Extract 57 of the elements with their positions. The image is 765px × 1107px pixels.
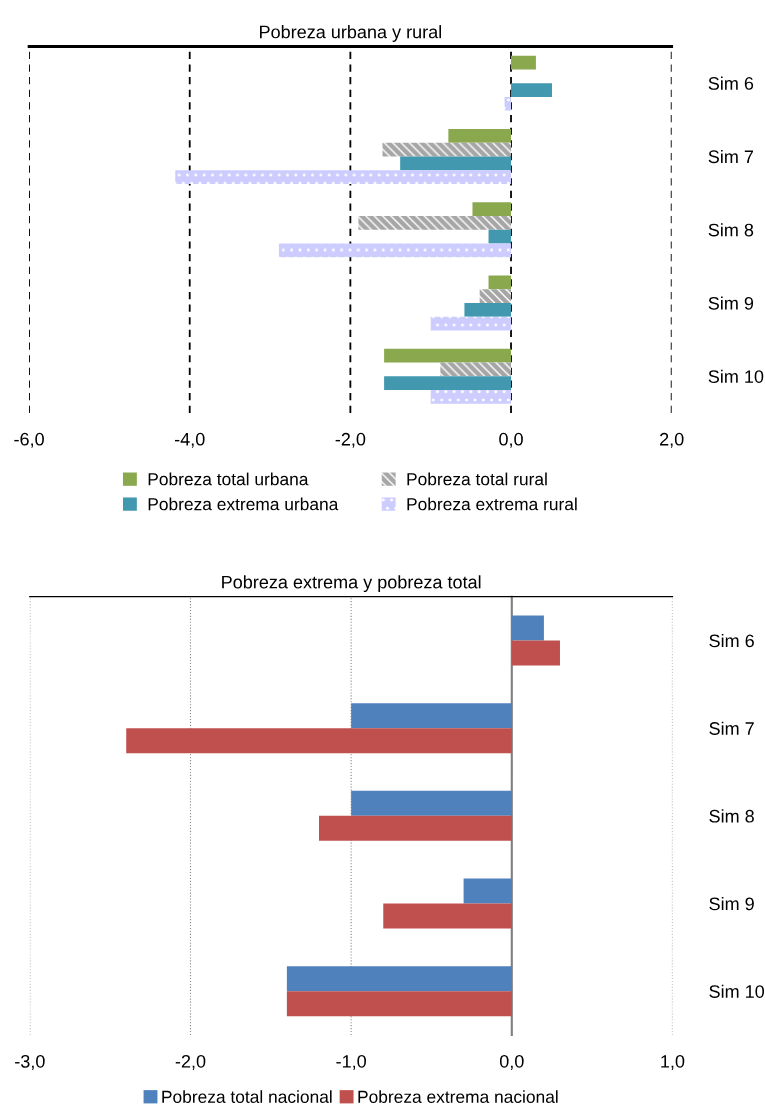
bar: [504, 96, 512, 111]
y-tick-label: Sim 7: [709, 721, 754, 735]
bar: [464, 302, 512, 317]
bar: [351, 703, 512, 729]
legend-label: Pobreza extrema rural: [407, 497, 577, 511]
y-tick-label: Sim 6: [709, 633, 754, 648]
bar: [511, 55, 536, 70]
x-tick-label: 0,0: [499, 432, 523, 448]
bar: [511, 83, 552, 97]
bar: [400, 156, 512, 171]
chart-title: Pobreza extrema y pobreza total: [222, 575, 481, 593]
x-tick-label: -3,0: [15, 1054, 45, 1070]
x-tick-label: -1,0: [336, 1054, 366, 1070]
legend-label: Pobreza extrema nacional: [358, 1090, 558, 1103]
x-tick-label: -4,0: [174, 432, 205, 448]
bar: [488, 229, 512, 244]
bar: [319, 815, 512, 841]
x-tick-label: -2,0: [175, 1054, 206, 1070]
bar: [463, 878, 512, 904]
bar: [286, 991, 512, 1017]
legend-label: Pobreza total urbana: [148, 472, 309, 486]
legend-label: Pobreza total nacional: [162, 1090, 332, 1103]
bar: [126, 728, 512, 754]
bar: [440, 362, 512, 377]
bar: [278, 243, 512, 258]
bar: [384, 376, 512, 391]
legend-label: Pobreza total rural: [407, 472, 547, 486]
chart-title: Pobreza urbana y rural: [260, 25, 441, 42]
bar: [430, 390, 512, 404]
x-tick-label: 0,0: [499, 1054, 524, 1070]
y-tick-label: Sim 7: [708, 149, 754, 164]
bar: [511, 640, 560, 666]
y-tick-label: Sim 6: [708, 76, 754, 90]
bar: [479, 289, 512, 303]
bar: [383, 903, 512, 929]
bar: [286, 966, 512, 992]
bar: [448, 128, 512, 143]
x-tick-label: 1,0: [661, 1054, 685, 1070]
bar: [511, 615, 544, 641]
y-tick-label: Sim 9: [709, 896, 754, 911]
bar: [358, 215, 512, 230]
bar: [430, 316, 512, 331]
bar: [384, 348, 512, 363]
bar: [472, 202, 512, 216]
bar: [382, 142, 512, 157]
legend-label: Pobreza extrema urbana: [148, 497, 339, 511]
y-tick-label: Sim 9: [708, 296, 754, 310]
bar: [175, 170, 512, 184]
y-tick-label: Sim 10: [708, 369, 764, 383]
x-tick-label: -6,0: [14, 432, 44, 448]
y-tick-label: Sim 8: [709, 809, 754, 823]
x-tick-label: -2,0: [335, 432, 366, 448]
bar: [488, 275, 512, 290]
bar: [351, 790, 512, 816]
y-tick-label: Sim 10: [709, 984, 765, 998]
y-tick-label: Sim 8: [708, 223, 754, 237]
x-tick-label: 2,0: [660, 432, 684, 448]
